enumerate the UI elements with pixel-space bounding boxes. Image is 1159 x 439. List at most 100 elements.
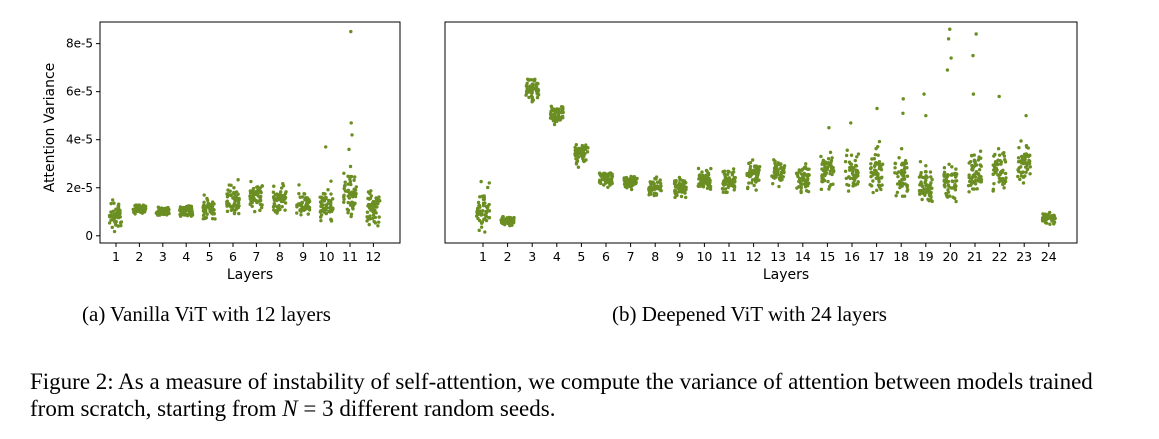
data-point <box>236 192 240 196</box>
data-point <box>251 188 255 193</box>
data-point <box>966 183 971 188</box>
data-point <box>118 215 122 219</box>
data-point <box>279 186 284 190</box>
data-point <box>897 156 901 160</box>
data-point <box>179 207 183 211</box>
data-point <box>708 187 713 191</box>
data-point <box>142 210 147 214</box>
data-point <box>117 210 121 215</box>
data-point <box>929 197 933 202</box>
data-point <box>870 157 874 161</box>
data-point <box>902 167 907 171</box>
data-point <box>781 166 786 170</box>
data-point <box>805 178 810 182</box>
data-point <box>795 186 799 190</box>
data-point <box>477 203 481 208</box>
data-point <box>346 211 350 215</box>
data-point <box>727 170 731 174</box>
data-point <box>553 109 557 113</box>
data-point <box>899 146 904 151</box>
y-tick-label: 8e-5 <box>66 37 93 51</box>
data-point <box>973 182 978 186</box>
data-point <box>701 183 706 188</box>
data-point <box>233 199 237 203</box>
data-point <box>946 179 951 184</box>
data-point <box>162 212 166 217</box>
x-tick-label: 2 <box>504 249 512 264</box>
data-point <box>797 170 801 174</box>
data-point <box>324 208 328 212</box>
data-point <box>973 172 977 176</box>
data-point <box>854 174 859 179</box>
strip-layer-4 <box>548 104 565 127</box>
data-point <box>524 84 529 88</box>
data-point <box>748 174 753 178</box>
data-point <box>905 174 910 178</box>
data-point <box>946 183 951 187</box>
data-point <box>731 177 735 182</box>
data-point <box>942 178 947 182</box>
data-point <box>324 203 329 207</box>
data-point <box>342 200 346 204</box>
data-point <box>896 174 900 179</box>
data-point <box>630 179 634 183</box>
data-point <box>848 176 852 181</box>
data-point <box>190 210 194 214</box>
strip-layer-24 <box>1040 210 1057 226</box>
data-point <box>877 179 881 184</box>
outlier-point <box>849 121 853 125</box>
data-point <box>634 181 638 186</box>
data-point <box>1018 177 1022 182</box>
data-point <box>819 154 823 159</box>
data-point <box>977 168 982 172</box>
strip-layer-19 <box>917 92 934 204</box>
data-point <box>1016 174 1020 179</box>
data-point <box>484 214 489 219</box>
strip-layer-7 <box>622 174 639 192</box>
data-point <box>930 177 934 182</box>
data-point <box>475 209 479 214</box>
data-point <box>260 184 264 188</box>
data-point <box>206 202 210 206</box>
data-point <box>258 189 263 193</box>
data-point <box>303 197 307 202</box>
data-point <box>776 172 780 176</box>
data-point <box>919 188 924 193</box>
data-point <box>184 204 189 209</box>
data-point <box>976 177 981 181</box>
data-point <box>747 181 751 185</box>
data-point <box>365 210 370 214</box>
x-tick-label: 8 <box>276 249 284 264</box>
data-point <box>893 166 897 170</box>
data-point <box>319 218 323 223</box>
data-point <box>376 224 380 228</box>
data-point <box>704 168 709 173</box>
data-point <box>368 217 372 221</box>
data-point <box>772 170 776 174</box>
data-point <box>920 197 924 202</box>
data-point <box>487 181 491 185</box>
data-point <box>953 182 957 187</box>
data-point <box>820 174 824 178</box>
data-point <box>930 186 934 190</box>
data-point <box>204 215 209 220</box>
data-point <box>347 196 352 200</box>
data-point <box>923 181 927 185</box>
outlier-point <box>924 113 928 118</box>
data-point <box>954 167 958 171</box>
data-point <box>302 192 306 196</box>
data-point <box>352 190 356 195</box>
data-point <box>721 186 725 191</box>
data-point <box>347 191 352 196</box>
data-point <box>373 215 378 220</box>
data-point <box>258 198 263 203</box>
data-point <box>880 162 885 166</box>
data-point <box>272 184 276 188</box>
x-tick-label: 19 <box>918 249 934 264</box>
strip-layer-4 <box>178 204 195 218</box>
data-point <box>574 147 578 151</box>
data-point <box>483 230 487 234</box>
data-point <box>549 104 553 108</box>
data-point <box>918 159 923 164</box>
data-point <box>726 185 730 190</box>
